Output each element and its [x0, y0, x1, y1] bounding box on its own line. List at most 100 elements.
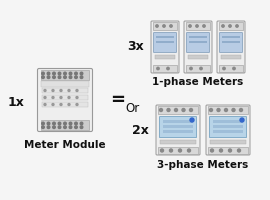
Circle shape	[167, 67, 169, 70]
Circle shape	[189, 25, 191, 27]
Circle shape	[53, 72, 55, 75]
Bar	[156, 36, 174, 38]
Circle shape	[224, 108, 228, 112]
Circle shape	[232, 108, 235, 112]
Circle shape	[80, 126, 83, 129]
Text: 3x: 3x	[127, 40, 144, 53]
Circle shape	[69, 126, 72, 129]
FancyBboxPatch shape	[184, 21, 212, 73]
Circle shape	[58, 76, 61, 78]
Circle shape	[60, 97, 62, 98]
Bar	[155, 55, 175, 59]
Circle shape	[210, 108, 212, 112]
Circle shape	[239, 108, 242, 112]
Circle shape	[236, 25, 238, 27]
Circle shape	[160, 108, 163, 112]
Circle shape	[64, 126, 66, 129]
Bar	[41, 70, 89, 80]
Bar	[219, 22, 243, 30]
FancyBboxPatch shape	[151, 21, 179, 73]
FancyBboxPatch shape	[217, 21, 245, 73]
Circle shape	[42, 126, 44, 129]
Circle shape	[69, 76, 72, 78]
Circle shape	[64, 72, 66, 75]
Circle shape	[42, 122, 44, 125]
Bar	[153, 65, 177, 72]
Circle shape	[53, 76, 55, 78]
Circle shape	[167, 108, 170, 112]
Circle shape	[80, 122, 83, 125]
Circle shape	[187, 149, 191, 152]
Circle shape	[163, 25, 165, 27]
Bar	[156, 41, 174, 43]
Circle shape	[220, 149, 222, 152]
Circle shape	[223, 67, 225, 70]
Bar	[163, 120, 193, 122]
Circle shape	[68, 90, 70, 92]
Circle shape	[52, 90, 54, 92]
Text: 1x: 1x	[8, 97, 25, 110]
Circle shape	[233, 67, 235, 70]
Text: Meter Module: Meter Module	[24, 140, 106, 150]
Circle shape	[203, 25, 205, 27]
Circle shape	[47, 122, 50, 125]
Text: Or: Or	[125, 102, 139, 114]
Bar	[160, 140, 196, 144]
FancyBboxPatch shape	[187, 32, 210, 52]
Circle shape	[44, 97, 46, 98]
Bar	[213, 120, 243, 122]
Circle shape	[58, 72, 61, 75]
Text: 3-phase Meters: 3-phase Meters	[157, 160, 249, 170]
Circle shape	[53, 122, 55, 125]
Bar	[219, 65, 243, 72]
Bar	[213, 130, 243, 132]
Circle shape	[240, 118, 244, 122]
Circle shape	[228, 149, 231, 152]
Circle shape	[170, 25, 172, 27]
Text: 2x: 2x	[132, 123, 149, 136]
Circle shape	[190, 108, 193, 112]
Bar	[210, 140, 246, 144]
Circle shape	[68, 104, 70, 106]
Circle shape	[80, 76, 83, 78]
Bar	[42, 88, 88, 93]
Bar	[213, 125, 243, 128]
FancyBboxPatch shape	[154, 32, 177, 52]
Bar	[222, 36, 240, 38]
Circle shape	[44, 90, 46, 92]
Bar	[163, 125, 193, 128]
Circle shape	[222, 25, 224, 27]
Circle shape	[47, 76, 50, 78]
Circle shape	[75, 76, 77, 78]
Circle shape	[52, 104, 54, 106]
Circle shape	[53, 126, 55, 129]
Bar	[158, 147, 198, 154]
FancyBboxPatch shape	[156, 105, 200, 155]
Text: 1-phase Meters: 1-phase Meters	[152, 77, 244, 87]
Circle shape	[190, 118, 194, 122]
Circle shape	[156, 25, 158, 27]
Circle shape	[76, 97, 78, 98]
Circle shape	[58, 122, 61, 125]
Bar	[186, 22, 210, 30]
Bar	[188, 55, 208, 59]
Circle shape	[42, 76, 44, 78]
Circle shape	[47, 72, 50, 75]
Bar	[208, 147, 248, 154]
Bar	[158, 106, 198, 114]
Bar	[186, 65, 210, 72]
Circle shape	[58, 126, 61, 129]
FancyBboxPatch shape	[38, 68, 93, 132]
Circle shape	[47, 126, 50, 129]
Circle shape	[238, 149, 241, 152]
Circle shape	[190, 67, 192, 70]
Circle shape	[69, 72, 72, 75]
Bar	[208, 106, 248, 114]
Circle shape	[76, 90, 78, 92]
Bar	[222, 41, 240, 43]
Circle shape	[44, 104, 46, 106]
FancyBboxPatch shape	[220, 32, 242, 52]
Circle shape	[60, 104, 62, 106]
Bar	[41, 120, 89, 130]
Bar	[189, 36, 207, 38]
